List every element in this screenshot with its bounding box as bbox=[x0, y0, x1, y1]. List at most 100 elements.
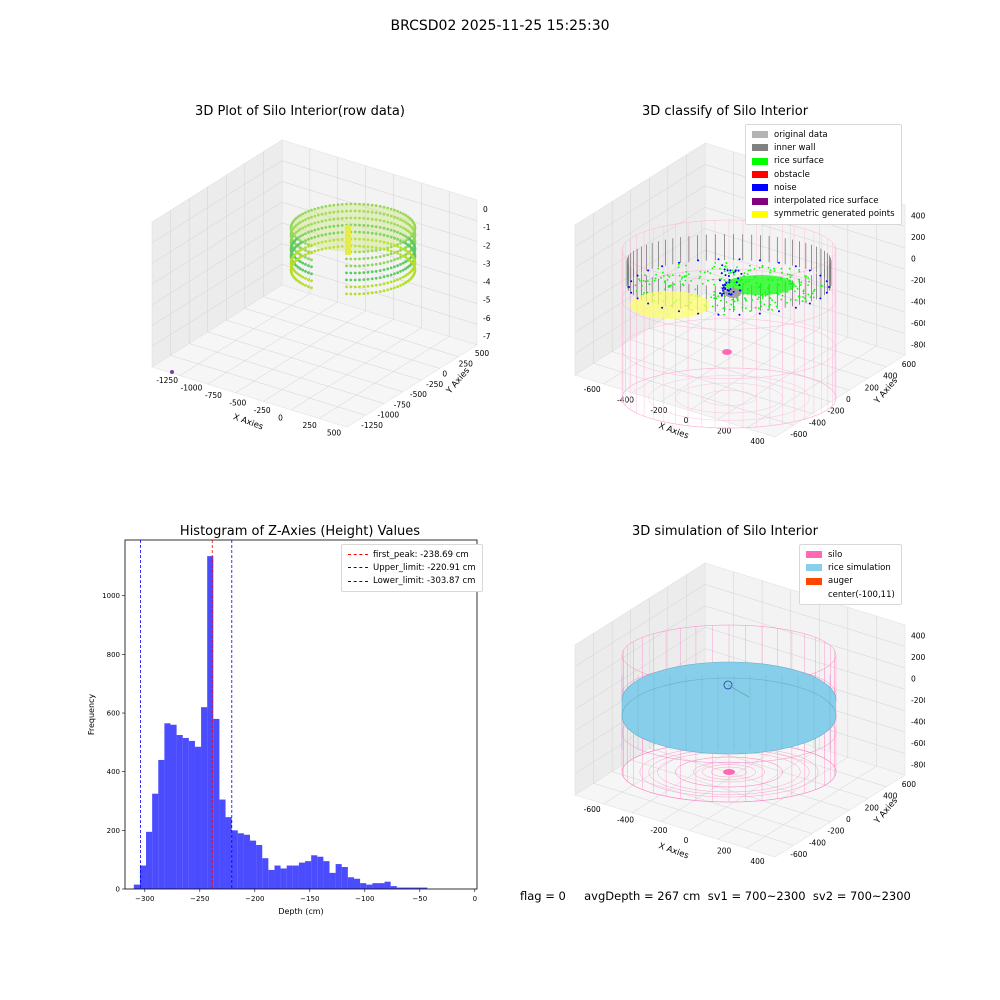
cls-rice-point bbox=[713, 297, 715, 299]
raw-y-tick-label: -1250 bbox=[361, 421, 383, 430]
raw-x-tick-label: 500 bbox=[327, 428, 342, 437]
cls-rice-point bbox=[802, 296, 804, 298]
legend-swatch bbox=[806, 578, 822, 585]
raw-x-tick-label: -750 bbox=[205, 391, 222, 400]
cls-noise-point bbox=[737, 277, 739, 279]
cls-rice-point bbox=[780, 299, 782, 301]
raw-point bbox=[383, 261, 386, 264]
raw-point bbox=[367, 285, 370, 288]
raw-point bbox=[393, 258, 396, 261]
cls-rice-point bbox=[690, 280, 692, 282]
cls-rice-point bbox=[820, 285, 822, 287]
raw-point bbox=[307, 271, 310, 274]
raw-point bbox=[345, 279, 348, 282]
raw-point bbox=[396, 245, 399, 248]
cls-rice-point bbox=[758, 307, 760, 309]
raw-point bbox=[310, 286, 313, 289]
cls-rice-point bbox=[712, 306, 714, 308]
cls-noise-point bbox=[728, 281, 730, 283]
sim-z-tick-label: 400 bbox=[911, 632, 925, 641]
histogram-bar bbox=[195, 747, 201, 889]
raw-point bbox=[404, 281, 407, 284]
histogram-bar bbox=[134, 885, 140, 889]
raw-point bbox=[354, 258, 357, 261]
cls-rice-point bbox=[733, 306, 735, 308]
cls-rice-point bbox=[805, 300, 807, 302]
cls-noise-point bbox=[718, 258, 720, 260]
histogram-bar bbox=[378, 883, 384, 889]
legend-item: Upper_limit: -220.91 cm bbox=[348, 561, 476, 574]
cls-noise-point bbox=[630, 292, 632, 294]
histogram-bar bbox=[250, 841, 256, 889]
sim-y-tick-label: 0 bbox=[846, 815, 851, 824]
legend-label: rice simulation bbox=[828, 563, 891, 573]
raw-point bbox=[307, 252, 310, 255]
cls-rice-point bbox=[717, 295, 719, 297]
cls-rice-point bbox=[672, 274, 674, 276]
cls-x-tick-label: 400 bbox=[750, 437, 765, 446]
raw-point bbox=[379, 290, 382, 293]
legend-label: Upper_limit: -220.91 cm bbox=[373, 563, 476, 573]
cls-z-tick-label: 200 bbox=[911, 233, 925, 242]
raw-point bbox=[310, 272, 313, 275]
legend-swatch bbox=[752, 184, 768, 191]
raw-pillar bbox=[345, 225, 351, 255]
raw-point bbox=[399, 249, 402, 252]
histogram-bar bbox=[213, 719, 219, 889]
cls-rice-point bbox=[771, 309, 773, 311]
x-tick-label: −250 bbox=[190, 895, 209, 903]
cls-noise-point bbox=[647, 270, 649, 272]
cls-z-tick-label: 0 bbox=[911, 255, 916, 264]
cls-rice-point bbox=[730, 272, 732, 274]
cls-rice-point bbox=[643, 280, 645, 282]
raw-point bbox=[413, 267, 416, 270]
raw-point bbox=[379, 276, 382, 279]
cls-rice-point bbox=[699, 276, 701, 278]
cls-rice-point bbox=[765, 295, 767, 297]
cls-noise-point bbox=[630, 280, 632, 282]
raw-point bbox=[390, 288, 393, 291]
sim-x-tick-label: -400 bbox=[617, 816, 634, 825]
raw-point bbox=[396, 278, 399, 281]
raw-point bbox=[402, 255, 405, 258]
raw-point bbox=[393, 279, 396, 282]
cls-noise-point bbox=[728, 290, 730, 292]
cls-rice-point bbox=[728, 272, 730, 274]
cls-rice-point bbox=[736, 266, 738, 268]
cls-rice-point bbox=[754, 268, 756, 270]
cls-rice-point bbox=[794, 291, 796, 293]
raw-point bbox=[367, 278, 370, 281]
histogram-bar bbox=[317, 857, 323, 889]
raw-point bbox=[396, 252, 399, 255]
sim-z-tick-label: -200 bbox=[911, 696, 925, 705]
cls-rice-point bbox=[730, 304, 732, 306]
cls-y-tick-label: 200 bbox=[865, 383, 880, 392]
raw-point bbox=[393, 251, 396, 254]
status-footer: flag = 0 avgDepth = 267 cm sv1 = 700~230… bbox=[520, 889, 911, 903]
raw-point bbox=[304, 270, 307, 273]
cls-rice-point bbox=[713, 294, 715, 296]
raw-x-tick-label: -250 bbox=[254, 406, 271, 415]
raw-3d-plot[interactable]: -1250-1000-750-500-25002505005002500-250… bbox=[130, 135, 490, 455]
x-tick-label: −150 bbox=[300, 895, 319, 903]
cls-noise-point bbox=[728, 293, 730, 295]
raw-point bbox=[349, 286, 352, 289]
cls-rice-point bbox=[685, 280, 687, 282]
cls-rice-point bbox=[790, 276, 792, 278]
histogram-bar bbox=[293, 866, 299, 889]
raw-point bbox=[345, 272, 348, 275]
cls-z-tick-label: -400 bbox=[911, 297, 925, 306]
cls-rice-point bbox=[744, 272, 746, 274]
legend-swatch bbox=[752, 158, 768, 165]
cls-rice-point bbox=[782, 295, 784, 297]
raw-point bbox=[386, 268, 389, 271]
histogram-bar bbox=[287, 866, 293, 889]
cls-rice-point bbox=[774, 302, 776, 304]
cls-rice-point bbox=[731, 299, 733, 301]
cls-x-tick-label: -200 bbox=[650, 406, 667, 415]
raw-point bbox=[404, 260, 407, 263]
legend-item: Lower_limit: -303.87 cm bbox=[348, 575, 476, 588]
cls-rice-point bbox=[714, 262, 716, 264]
legend-item: center(-100,11) bbox=[806, 588, 895, 601]
raw-y-axis-label: Y Axies bbox=[444, 366, 472, 397]
